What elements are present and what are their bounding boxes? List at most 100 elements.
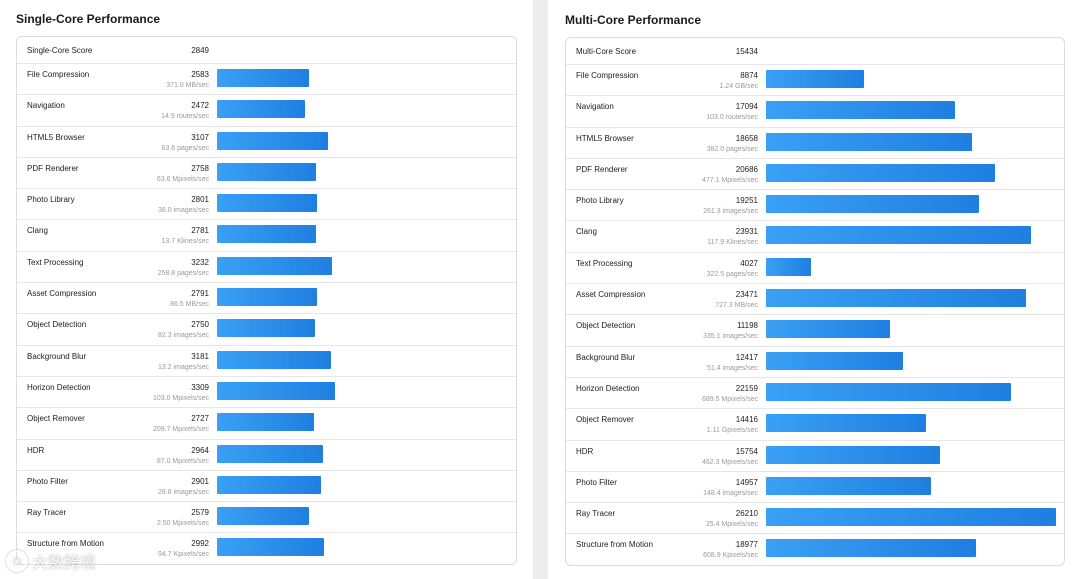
multi-core-panel: Multi-Core Performance Multi-Core Score … (548, 0, 1080, 579)
single-benchmark-row: Object Detection 2750 82.3 images/sec (17, 314, 516, 346)
benchmark-label: Background Blur (576, 352, 636, 362)
benchmark-score: 2901 (191, 476, 209, 486)
benchmark-throughput: 117.9 Klines/sec (707, 239, 758, 247)
benchmark-bar (217, 538, 324, 557)
benchmark-score: 2750 (191, 320, 209, 330)
multi-core-title: Multi-Core Performance (565, 13, 702, 27)
multi-benchmark-row: Navigation 17094 103.0 routes/sec (566, 96, 1064, 128)
benchmark-score: 2791 (191, 289, 209, 299)
single-benchmark-row: HDR 2964 87.0 Mpixels/sec (17, 440, 516, 471)
single-core-panel: Single-Core Performance Single-Core Scor… (0, 0, 533, 579)
benchmark-label: PDF Renderer (27, 163, 79, 173)
multi-benchmark-row: Photo Filter 14957 148.4 images/sec (566, 472, 1064, 504)
benchmark-label: Asset Compression (576, 290, 646, 300)
benchmark-score: 2992 (191, 539, 209, 549)
benchmark-bar (766, 414, 926, 433)
watermark: ◉ 大数跨境 (6, 549, 96, 573)
single-benchmark-row: Clang 2781 13.7 Klines/sec (17, 220, 516, 252)
multi-core-card: Multi-Core Score 15434 File Compression 8… (565, 37, 1065, 566)
multi-benchmark-row: Structure from Motion 18977 608.9 Kpixels/… (566, 534, 1064, 565)
benchmark-label: Horizon Detection (27, 382, 91, 392)
multi-benchmark-row: Text Processing 4027 322.5 pages/sec (566, 253, 1064, 285)
multi-benchmark-row: File Compression 8874 1.24 GB/sec (566, 65, 1064, 97)
multi-benchmark-row: Photo Library 19251 261.3 images/sec (566, 190, 1064, 222)
benchmark-score: 23931 (735, 227, 758, 237)
benchmark-throughput: 1.11 Gpixels/sec (706, 427, 758, 435)
benchmark-throughput: 63.6 Mpixels/sec (156, 175, 209, 183)
benchmark-throughput: 209.7 Mpixels/sec (152, 426, 209, 434)
benchmark-label: Asset Compression (27, 289, 97, 299)
single-benchmark-row: Text Processing 3232 258.8 pages/sec (17, 252, 516, 284)
benchmark-throughput: 371.0 MB/sec (166, 82, 209, 89)
benchmark-score: 2727 (191, 414, 209, 424)
benchmark-throughput: 51.4 images/sec (707, 364, 758, 372)
benchmark-bar (217, 319, 315, 338)
benchmark-label: HTML5 Browser (576, 133, 634, 143)
multi-benchmark-row: Horizon Detection 22159 689.5 Mpixels/sec (566, 378, 1064, 410)
benchmark-label: Text Processing (27, 257, 84, 267)
benchmark-label: Object Remover (27, 414, 85, 424)
benchmark-throughput: 335.1 images/sec (703, 333, 758, 341)
benchmark-label: File Compression (576, 71, 639, 80)
benchmark-throughput: 727.3 MB/sec (715, 302, 758, 310)
benchmark-label: Background Blur (27, 351, 87, 361)
benchmark-label: Object Detection (27, 320, 87, 330)
benchmark-label: File Compression (27, 70, 90, 79)
benchmark-score: 14957 (735, 477, 758, 487)
multi-core-score-row: Multi-Core Score 15434 (566, 38, 1064, 65)
benchmark-label: Object Detection (576, 321, 636, 331)
benchmark-score: 20686 (735, 164, 758, 174)
benchmark-bar (217, 381, 335, 400)
benchmark-throughput: 14.9 routes/sec (161, 113, 209, 121)
benchmark-score: 18658 (735, 133, 758, 143)
benchmark-throughput: 689.5 Mpixels/sec (701, 395, 758, 403)
benchmark-throughput: 261.3 images/sec (703, 208, 758, 216)
benchmark-throughput: 28.8 images/sec (158, 488, 209, 496)
benchmark-bar (217, 256, 332, 275)
benchmark-bar (766, 445, 940, 464)
benchmark-score: 8874 (740, 71, 758, 80)
benchmark-throughput: 82.3 images/sec (158, 332, 209, 340)
benchmark-throughput: 2.50 Mpixels/sec (156, 520, 209, 528)
benchmark-throughput: 462.3 Mpixels/sec (701, 458, 758, 466)
single-benchmark-row: Photo Library 2801 38.0 images/sec (17, 189, 516, 221)
benchmark-bar (766, 195, 979, 214)
benchmark-score: 18977 (735, 540, 758, 550)
single-benchmark-row: HTML5 Browser 3107 63.6 pages/sec (17, 127, 516, 158)
benchmark-bar (766, 101, 955, 120)
benchmark-bar (217, 225, 316, 244)
single-core-score-label: Single-Core Score (27, 46, 93, 55)
benchmark-label: Structure from Motion (27, 539, 104, 549)
benchmark-score: 22159 (735, 383, 758, 393)
benchmark-bar (766, 476, 931, 495)
benchmark-score: 3232 (191, 257, 209, 267)
benchmark-score: 2964 (191, 445, 209, 455)
benchmark-bar (217, 288, 317, 307)
benchmark-score: 3309 (191, 382, 209, 392)
multi-benchmark-row: Clang 23931 117.9 Klines/sec (566, 221, 1064, 253)
benchmark-label: HDR (27, 445, 45, 455)
benchmark-throughput: 87.0 Mpixels/sec (156, 457, 209, 465)
benchmark-throughput: 103.0 routes/sec (706, 114, 758, 122)
benchmark-score: 17094 (735, 102, 758, 112)
benchmark-score: 2801 (191, 195, 209, 205)
benchmark-label: Photo Library (27, 195, 75, 205)
benchmark-bar (217, 131, 328, 150)
multi-benchmark-row: Ray Tracer 26210 25.4 Mpixels/sec (566, 503, 1064, 535)
benchmark-score: 26210 (735, 509, 758, 519)
benchmark-bar (766, 257, 811, 276)
benchmark-bar (766, 508, 1056, 527)
multi-benchmark-row: Background Blur 12417 51.4 images/sec (566, 347, 1064, 378)
benchmark-throughput: 1.24 GB/sec (719, 83, 758, 90)
benchmark-bar (217, 413, 314, 432)
benchmark-bar (766, 163, 995, 182)
benchmark-label: Object Remover (576, 415, 634, 425)
benchmark-label: Ray Tracer (27, 508, 67, 518)
benchmark-bar (766, 289, 1026, 308)
benchmark-score: 2758 (191, 163, 209, 173)
benchmark-score: 2781 (191, 226, 209, 236)
benchmark-bar (766, 351, 903, 370)
benchmark-score: 12417 (735, 352, 758, 362)
single-benchmark-row: Photo Filter 2901 28.8 images/sec (17, 471, 516, 503)
benchmark-throughput: 13.7 Klines/sec (161, 238, 209, 246)
